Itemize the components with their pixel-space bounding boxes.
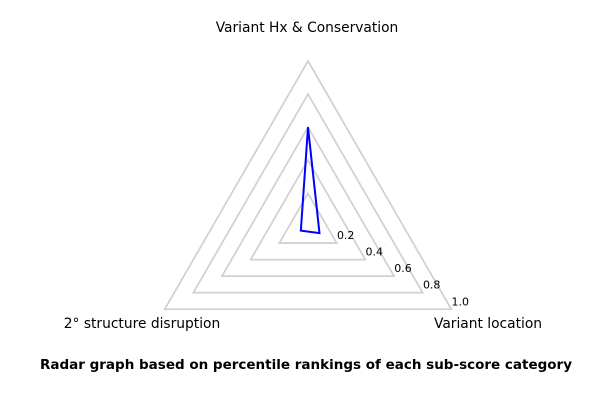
data-polygon-percentile [299, 127, 321, 235]
radial-tick-label: 0.2 [337, 229, 355, 242]
grid-ring [191, 92, 425, 294]
grid-ring [277, 191, 339, 244]
radial-tick-labels: 0.2 0.4 0.6 0.8 1.0 [337, 229, 469, 308]
figure-caption: Radar graph based on percentile rankings… [40, 357, 572, 373]
axis-label-secondary-structure-disruption: 2° structure disruption [64, 316, 220, 332]
radial-tick-label: 0.4 [366, 246, 384, 259]
radial-tick-label: 0.8 [423, 279, 441, 292]
grid-ring [163, 59, 453, 311]
grid-ring [220, 125, 396, 278]
axis-label-variant-hx-conservation: Variant Hx & Conservation [216, 20, 399, 36]
axis-label-variant-location: Variant location [434, 316, 542, 332]
radar-grid [163, 59, 453, 311]
radial-tick-label: 0.6 [394, 262, 412, 275]
grid-ring [249, 158, 367, 261]
radial-tick-label: 1.0 [452, 295, 470, 308]
